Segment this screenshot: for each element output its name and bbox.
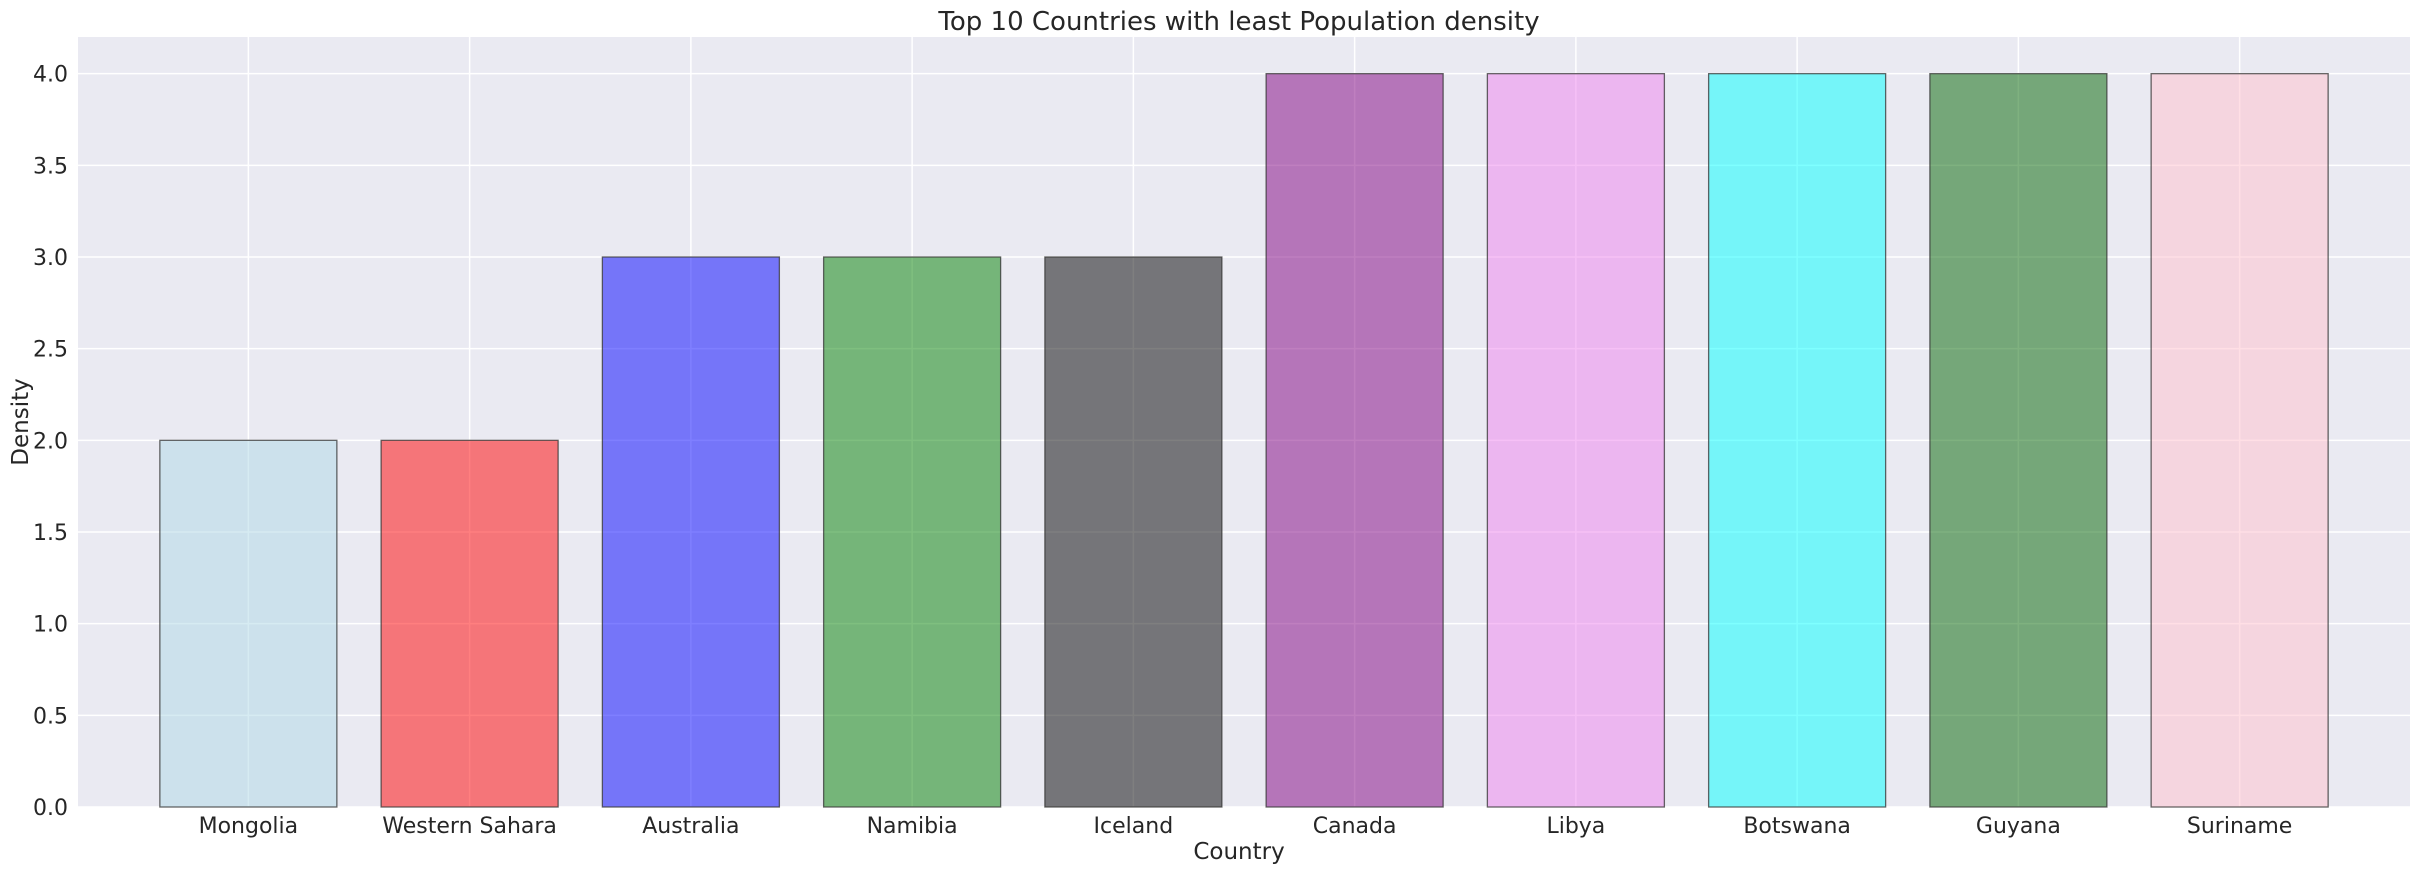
bar-australia <box>601 256 781 808</box>
chart-title: Top 10 Countries with least Population d… <box>937 7 1539 37</box>
x-tick-labels: Mongolia Western Sahara Australia Namibia Ic… <box>199 814 2293 839</box>
y-axis-label: Density <box>8 378 34 465</box>
x-tick-label: Mongolia <box>199 814 299 839</box>
x-tick-label: Namibia <box>867 814 958 839</box>
y-tick-label: 3.0 <box>33 246 68 271</box>
x-tick-label: Libya <box>1546 814 1605 839</box>
x-tick-label: Iceland <box>1094 814 1174 839</box>
x-tick-label: Western Sahara <box>382 814 557 839</box>
x-tick-label: Canada <box>1313 814 1397 839</box>
bar-canada <box>1265 73 1444 808</box>
y-tick-label: 0.5 <box>33 704 68 729</box>
bars <box>159 73 2329 808</box>
bar-mongolia <box>159 439 338 808</box>
bar-libya <box>1486 73 1666 808</box>
x-axis-label: Country <box>1193 839 1284 865</box>
y-tick-label: 2.0 <box>33 429 68 454</box>
x-tick-label: Australia <box>642 814 739 839</box>
y-tick-label: 3.5 <box>33 154 68 179</box>
y-tick-label: 0.0 <box>33 796 68 821</box>
y-tick-labels: 0.0 0.5 1.0 1.5 2.0 2.5 3.0 3.5 4.0 <box>33 63 68 821</box>
y-tick-label: 1.5 <box>33 521 68 546</box>
bar-iceland <box>1044 256 1223 808</box>
bar-guyana <box>1929 73 2108 808</box>
bar-suriname <box>2150 73 2329 808</box>
bar-western-sahara <box>380 439 559 808</box>
y-tick-label: 2.5 <box>33 338 68 363</box>
x-tick-label: Guyana <box>1976 814 2061 839</box>
x-tick-label: Botswana <box>1743 814 1851 839</box>
y-tick-label: 4.0 <box>33 63 68 88</box>
bar-botswana <box>1707 73 1887 808</box>
x-tick-label: Suriname <box>2187 814 2292 839</box>
bar-namibia <box>822 256 1002 808</box>
y-tick-label: 1.0 <box>33 613 68 638</box>
